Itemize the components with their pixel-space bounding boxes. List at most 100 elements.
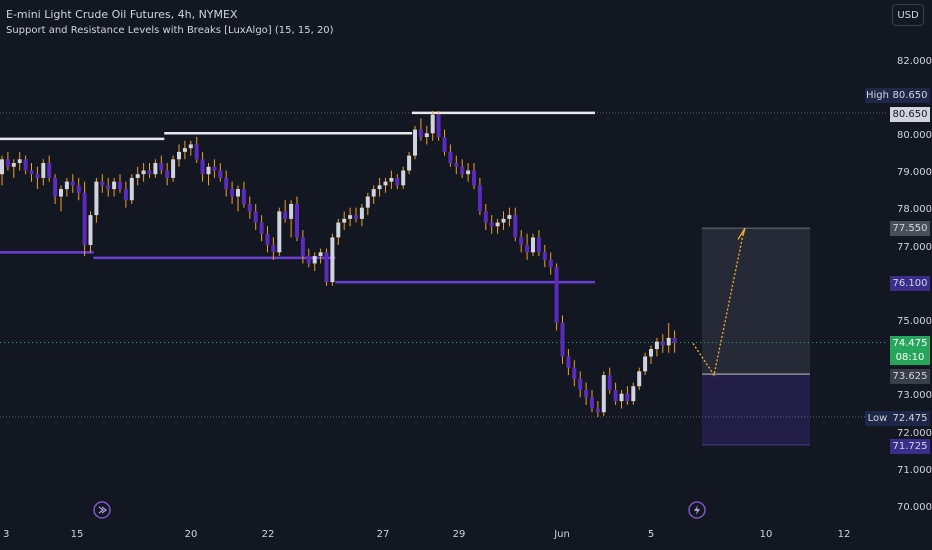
candle [572,360,577,387]
candle [153,159,158,178]
low-price-tag: 72.475 [890,411,930,426]
candle [660,334,665,353]
candle [578,371,583,398]
time-tick: 29 [452,529,466,540]
candle [295,196,299,242]
candle [177,144,181,167]
candle [41,159,46,186]
indicator-label[interactable]: Support and Resistance Levels with Break… [6,25,334,36]
candle [141,163,146,182]
time-tick: 3 [3,529,10,540]
price-tick: 73.000 [897,390,932,402]
replay-icon[interactable] [93,501,111,519]
forecast-arrow [737,227,746,240]
candle [206,163,211,186]
candle [342,211,347,230]
candle [17,151,22,171]
candle [371,185,376,204]
candles [0,110,677,417]
candle [595,401,600,417]
candle [182,140,187,160]
support-price-tag: 76.100 [890,276,930,291]
candle [401,166,406,190]
candle [436,110,441,141]
candle [413,125,417,160]
candle [247,196,252,219]
candle [377,177,382,197]
price-tick: 82.000 [897,55,932,67]
candle [649,345,653,364]
candle [330,233,335,286]
candle [53,174,58,204]
candle [525,233,530,260]
chart-icons [93,501,706,519]
candle [460,159,465,178]
time-tick: 12 [837,529,851,540]
candle [82,181,87,257]
candle [259,215,264,242]
candle [507,207,512,227]
candle [454,155,459,175]
candle [359,203,364,227]
candle [88,211,93,253]
candle [0,155,4,186]
lightning-icon[interactable] [688,501,706,519]
candle [147,163,152,178]
candle [271,237,276,260]
candle [584,382,589,405]
currency-button[interactable]: USD [892,4,924,26]
candle [354,207,358,223]
forecast-path [692,227,746,377]
candle [637,367,642,390]
time-tick: 20 [184,529,198,540]
candle [607,367,612,394]
candle [265,226,270,253]
price-tick: 80.000 [897,130,932,141]
candle [165,163,170,186]
candle [654,337,659,357]
candle [613,382,618,405]
last-price-tag: 74.475 [890,336,930,351]
candle [536,230,541,257]
candle [35,166,40,190]
candle [289,200,294,238]
price-tick: 71.000 [897,464,932,476]
candle [277,207,282,257]
candle [241,181,246,208]
price-tick: 72.000 [897,427,932,439]
candle [253,203,258,230]
price-tick: 79.000 [897,167,932,179]
candle [76,177,81,201]
candle [501,211,506,230]
candle [442,129,447,156]
candle [200,151,205,182]
candle [418,118,423,141]
candle [619,389,624,409]
candle [336,218,341,245]
candle [666,323,671,353]
candle [383,177,388,193]
candle [94,177,99,223]
candle [300,230,305,264]
high-line-tag: 80.650 [890,107,930,122]
candle [554,263,559,331]
candle [64,177,69,197]
candle [306,248,311,268]
candle [218,163,223,182]
candle [560,315,565,364]
candle [324,248,329,286]
sr-levels [0,111,595,284]
time-tick: 10 [759,529,773,540]
candle [643,352,648,376]
candle [513,207,518,242]
candle [230,181,235,204]
candle [407,151,412,175]
candle [477,177,482,216]
position-tool[interactable] [702,227,810,446]
candle [129,174,134,204]
candle [389,170,394,190]
candle [542,244,547,268]
candle [23,155,28,175]
candle [5,151,10,171]
